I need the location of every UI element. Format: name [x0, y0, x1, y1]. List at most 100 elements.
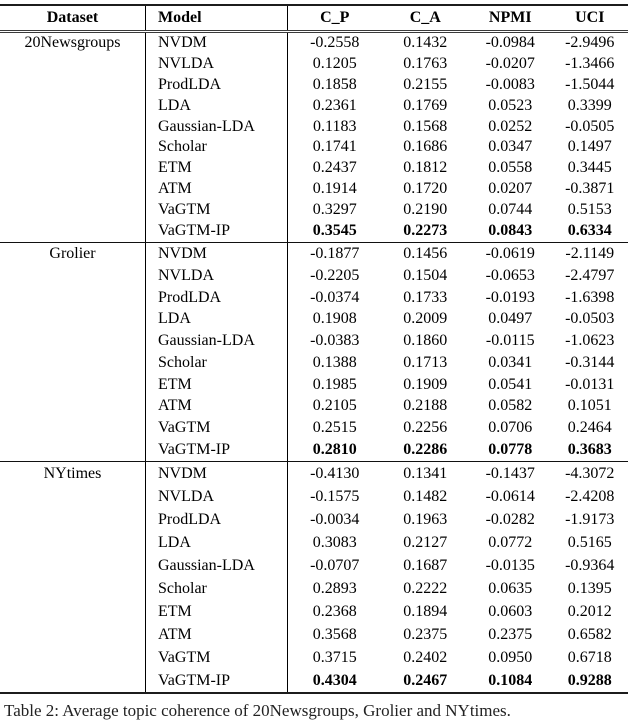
model-cell: Scholar [145, 577, 287, 600]
value-cell: -0.4130 [287, 462, 382, 485]
value-cell: 0.0582 [469, 395, 552, 417]
value-cell: 0.0635 [469, 577, 552, 600]
model-cell: Scholar [145, 137, 287, 158]
value-cell: -1.5044 [552, 75, 628, 96]
value-cell: -0.1877 [287, 243, 382, 265]
model-cell: ATM [145, 395, 287, 417]
header-cell-model: Model [145, 6, 287, 30]
value-cell: 0.6718 [552, 646, 628, 669]
value-cell: 0.2810 [287, 439, 382, 461]
value-cell: -0.0383 [287, 330, 382, 352]
value-cell: 0.0772 [469, 531, 552, 554]
value-cell: 0.3297 [287, 200, 382, 221]
model-cell: VaGTM [145, 200, 287, 221]
value-cell: 0.1568 [382, 117, 470, 138]
value-cell: 0.2402 [382, 646, 470, 669]
value-cell: -1.6398 [552, 287, 628, 309]
dataset-label: 20Newsgroups [0, 33, 145, 54]
value-cell: 0.6582 [552, 623, 628, 646]
value-cell: -2.4797 [552, 265, 628, 287]
results-table: Dataset Model C_P C_A NPMI UCI 20Newsgro… [0, 4, 628, 694]
value-cell: -0.0034 [287, 508, 382, 531]
value-cell: 0.2375 [382, 623, 470, 646]
dataset-label: Grolier [0, 243, 145, 265]
value-cell: -0.2558 [287, 33, 382, 54]
value-cell: 0.1985 [287, 374, 382, 396]
value-cell: 0.1497 [552, 137, 628, 158]
value-cell: -4.3072 [552, 462, 628, 485]
model-cell: ETM [145, 600, 287, 623]
table-caption: Table 2: Average topic coherence of 20Ne… [4, 701, 624, 721]
value-cell: -0.0083 [469, 75, 552, 96]
model-cell: NVLDA [145, 54, 287, 75]
model-cell: LDA [145, 531, 287, 554]
model-cell: NVDM [145, 462, 287, 485]
value-cell: -0.3871 [552, 179, 628, 200]
value-cell: 0.3715 [287, 646, 382, 669]
value-cell: -2.4208 [552, 485, 628, 508]
value-cell: 0.1860 [382, 330, 470, 352]
value-cell: -0.1437 [469, 462, 552, 485]
value-cell: 0.2127 [382, 531, 470, 554]
value-cell: 0.0603 [469, 600, 552, 623]
value-cell: 0.9288 [552, 669, 628, 692]
model-cell: VaGTM-IP [145, 669, 287, 692]
value-cell: 0.2009 [382, 308, 470, 330]
model-cell: Gaussian-LDA [145, 117, 287, 138]
model-cell: ETM [145, 158, 287, 179]
value-cell: -0.0193 [469, 287, 552, 309]
value-cell: 0.3568 [287, 623, 382, 646]
value-cell: 0.1909 [382, 374, 470, 396]
value-cell: 0.1720 [382, 179, 470, 200]
model-cell: Scholar [145, 352, 287, 374]
header-cell-npmi: NPMI [469, 6, 552, 30]
model-cell: ProdLDA [145, 287, 287, 309]
value-cell: 0.4304 [287, 669, 382, 692]
value-cell: -0.2205 [287, 265, 382, 287]
header-cell-uci: UCI [552, 6, 628, 30]
value-cell: 0.3683 [552, 439, 628, 461]
value-cell: 0.0843 [469, 221, 552, 242]
value-cell: 0.0207 [469, 179, 552, 200]
value-cell: -2.1149 [552, 243, 628, 265]
value-cell: -2.9496 [552, 33, 628, 54]
value-cell: 0.1388 [287, 352, 382, 374]
model-cell: ATM [145, 623, 287, 646]
value-cell: 0.0778 [469, 439, 552, 461]
value-cell: 0.0706 [469, 417, 552, 439]
value-cell: 0.5165 [552, 531, 628, 554]
value-cell: 0.1432 [382, 33, 470, 54]
value-cell: 0.2222 [382, 577, 470, 600]
value-cell: 0.2893 [287, 577, 382, 600]
value-cell: 0.1687 [382, 554, 470, 577]
value-cell: -1.3466 [552, 54, 628, 75]
value-cell: -0.0505 [552, 117, 628, 138]
value-cell: -0.0374 [287, 287, 382, 309]
value-cell: 0.0252 [469, 117, 552, 138]
value-cell: 0.0497 [469, 308, 552, 330]
value-cell: 0.2464 [552, 417, 628, 439]
value-cell: 0.2190 [382, 200, 470, 221]
value-cell: -0.0984 [469, 33, 552, 54]
value-cell: -1.9173 [552, 508, 628, 531]
value-cell: 0.1741 [287, 137, 382, 158]
model-cell: LDA [145, 308, 287, 330]
value-cell: 0.1686 [382, 137, 470, 158]
value-cell: 0.1205 [287, 54, 382, 75]
model-cell: VaGTM-IP [145, 221, 287, 242]
value-cell: -0.0115 [469, 330, 552, 352]
value-cell: 0.0541 [469, 374, 552, 396]
model-cell: Gaussian-LDA [145, 554, 287, 577]
value-cell: 0.2467 [382, 669, 470, 692]
value-cell: 0.1914 [287, 179, 382, 200]
header-cell-dataset: Dataset [0, 6, 145, 30]
value-cell: 0.1812 [382, 158, 470, 179]
model-cell: ProdLDA [145, 75, 287, 96]
value-cell: 0.1183 [287, 117, 382, 138]
value-cell: 0.2012 [552, 600, 628, 623]
model-cell: VaGTM-IP [145, 439, 287, 461]
model-cell: LDA [145, 96, 287, 117]
value-cell: 0.1482 [382, 485, 470, 508]
value-cell: 0.3399 [552, 96, 628, 117]
